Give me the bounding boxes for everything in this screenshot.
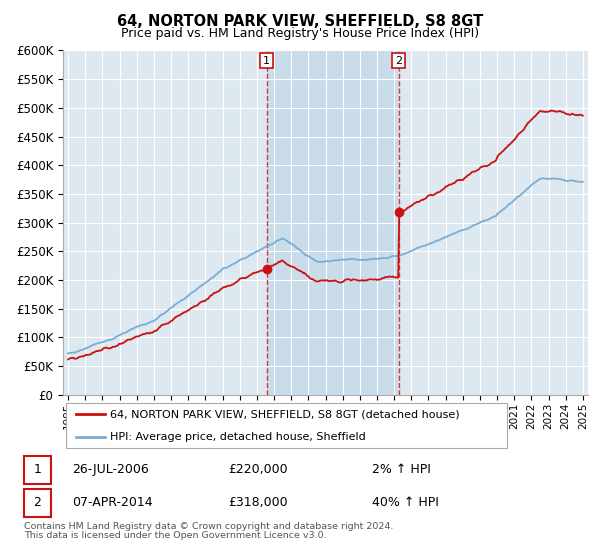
Text: £318,000: £318,000 xyxy=(228,496,287,510)
Text: HPI: Average price, detached house, Sheffield: HPI: Average price, detached house, Shef… xyxy=(110,432,366,442)
Bar xyxy=(266,50,399,395)
Text: 64, NORTON PARK VIEW, SHEFFIELD, S8 8GT (detached house): 64, NORTON PARK VIEW, SHEFFIELD, S8 8GT … xyxy=(110,409,460,419)
Text: £220,000: £220,000 xyxy=(228,463,287,477)
Text: 64, NORTON PARK VIEW, SHEFFIELD, S8 8GT: 64, NORTON PARK VIEW, SHEFFIELD, S8 8GT xyxy=(117,14,483,29)
Text: Price paid vs. HM Land Registry's House Price Index (HPI): Price paid vs. HM Land Registry's House … xyxy=(121,27,479,40)
FancyBboxPatch shape xyxy=(24,456,51,484)
Text: 2: 2 xyxy=(34,496,41,510)
FancyBboxPatch shape xyxy=(65,403,506,448)
Text: 26-JUL-2006: 26-JUL-2006 xyxy=(72,463,149,477)
Text: 1: 1 xyxy=(34,463,41,477)
Text: 2% ↑ HPI: 2% ↑ HPI xyxy=(372,463,431,477)
Text: 2: 2 xyxy=(395,55,403,66)
Text: 1: 1 xyxy=(263,55,270,66)
Text: This data is licensed under the Open Government Licence v3.0.: This data is licensed under the Open Gov… xyxy=(24,531,326,540)
Text: 07-APR-2014: 07-APR-2014 xyxy=(72,496,152,510)
Text: Contains HM Land Registry data © Crown copyright and database right 2024.: Contains HM Land Registry data © Crown c… xyxy=(24,522,394,531)
Text: 40% ↑ HPI: 40% ↑ HPI xyxy=(372,496,439,510)
FancyBboxPatch shape xyxy=(24,489,51,517)
